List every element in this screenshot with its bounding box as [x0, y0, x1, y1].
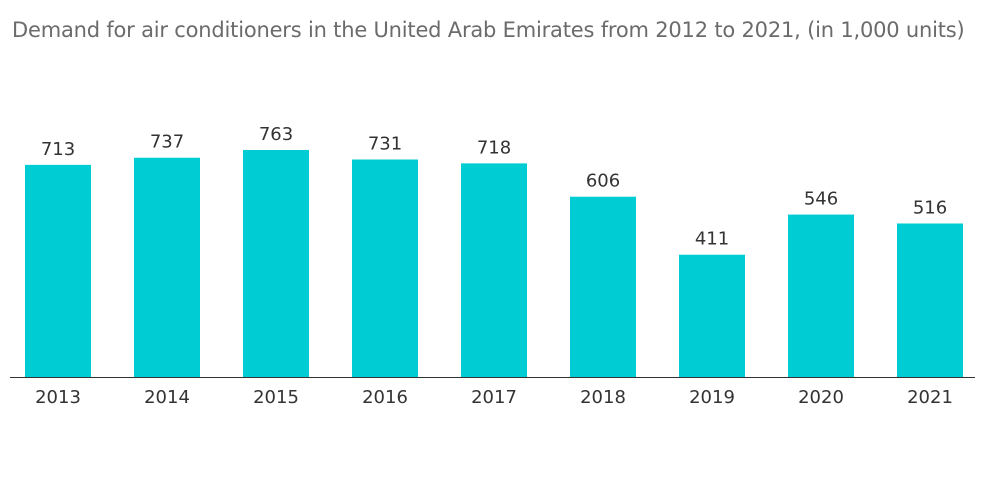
bar-2020 [788, 214, 854, 377]
data-label-2015: 763 [259, 124, 293, 145]
x-tick-label-2013: 2013 [35, 387, 81, 408]
data-label-2019: 411 [695, 229, 729, 250]
bar-2021 [897, 223, 963, 377]
bar-2018 [570, 196, 636, 377]
x-tick-label-2021: 2021 [907, 387, 953, 408]
data-label-2013: 713 [41, 139, 75, 160]
x-tick-label-2015: 2015 [253, 387, 299, 408]
bar-2013 [25, 164, 91, 377]
data-label-2018: 606 [586, 171, 620, 192]
bar-2014 [134, 157, 200, 377]
data-label-2016: 731 [368, 134, 402, 155]
bar-2016 [352, 159, 418, 377]
data-label-2020: 546 [804, 189, 838, 210]
bar-2019 [679, 254, 745, 377]
data-label-2021: 516 [913, 197, 947, 218]
x-tick-label-2014: 2014 [144, 387, 190, 408]
data-label-2017: 718 [477, 137, 511, 158]
data-label-2014: 737 [150, 132, 184, 153]
bar-2015 [243, 150, 309, 377]
x-tick-label-2020: 2020 [798, 387, 844, 408]
bar-2017 [461, 163, 527, 377]
x-tick-label-2019: 2019 [689, 387, 735, 408]
x-tick-label-2017: 2017 [471, 387, 517, 408]
x-tick-label-2016: 2016 [362, 387, 408, 408]
x-tick-label-2018: 2018 [580, 387, 626, 408]
chart-title: Demand for air conditioners in the Unite… [12, 18, 965, 42]
